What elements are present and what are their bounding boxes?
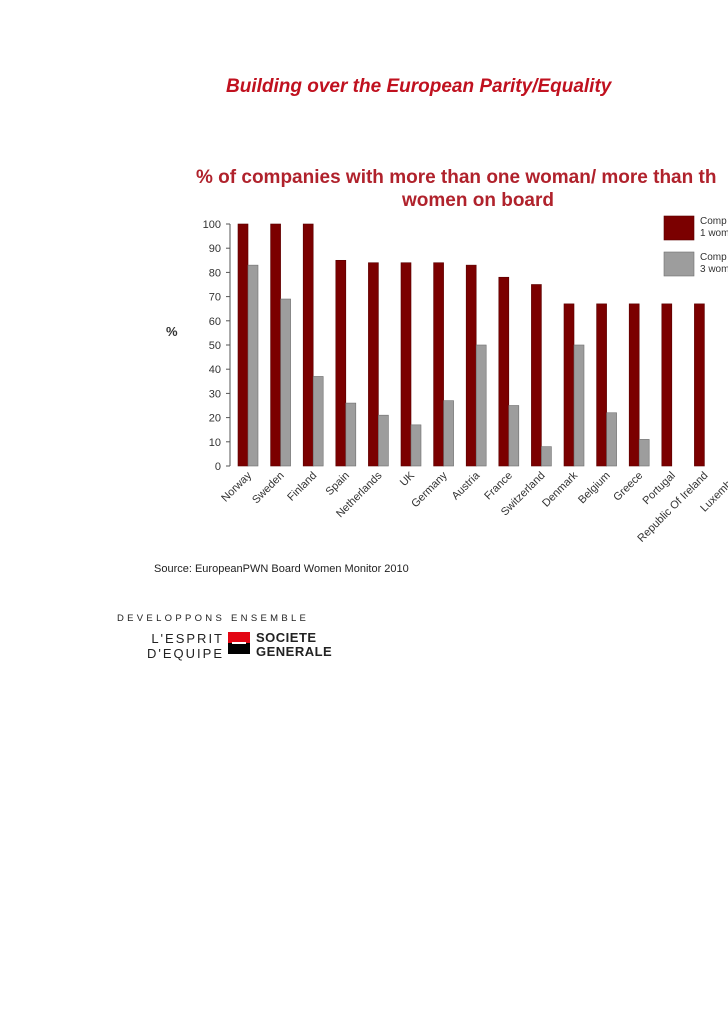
bar-series2-belgium <box>606 412 617 467</box>
bar-series2-switzerland <box>541 446 552 467</box>
x-tick-label: Finland <box>285 470 319 504</box>
esprit-line-1: L'ESPRIT <box>151 631 224 646</box>
bar-series2-greece <box>638 439 650 467</box>
y-tick-label: 90 <box>209 243 221 255</box>
x-tick-label: Norway <box>219 469 254 504</box>
bar-series1-netherlands <box>368 262 379 467</box>
esprit-text: L'ESPRIT D'EQUIPE <box>131 631 224 661</box>
bar-series1-norway <box>237 223 249 467</box>
bar-series2-germany <box>443 400 454 467</box>
bar-series2-netherlands <box>378 414 389 467</box>
bar-series2-denmark <box>573 344 585 467</box>
brand-line-1: SOCIETE <box>256 630 317 645</box>
bar-series2-norway <box>247 264 259 467</box>
brand-name: SOCIETE GENERALE <box>256 631 332 659</box>
y-axis-label: % <box>166 324 178 339</box>
x-tick-label: Denmark <box>540 469 580 509</box>
slide-title: Building over the European Parity/Equali… <box>226 76 612 97</box>
bar-series2-austria <box>475 344 487 467</box>
chart-title-line-2: women on board <box>401 190 554 211</box>
legend-label: Comp <box>700 216 727 227</box>
x-tick-label: Germany <box>409 469 450 510</box>
chart-title-line-1: % of companies with more than one woman/… <box>196 167 716 188</box>
x-tick-label: Spain <box>324 470 352 498</box>
bar-series2-sweden <box>280 298 291 467</box>
bar-series2-spain <box>345 402 357 467</box>
x-tick-label: UK <box>398 469 418 489</box>
bar-series2-finland <box>312 376 324 467</box>
y-tick-label: 100 <box>203 219 221 231</box>
source-note: Source: EuropeanPWN Board Women Monitor … <box>154 563 409 575</box>
y-tick-label: 70 <box>209 292 221 304</box>
x-tick-label: Austria <box>450 469 483 502</box>
bar-series1-spain <box>335 259 347 467</box>
legend-label: 1 wom <box>700 228 728 239</box>
bar-series2-uk <box>410 424 422 467</box>
esprit-line-2: D'EQUIPE <box>147 646 224 661</box>
bar-series1-finland <box>302 223 314 467</box>
bar-series1-republic-of-ireland <box>694 303 705 467</box>
bars-group <box>237 223 705 467</box>
bar-series1-denmark <box>563 303 575 467</box>
bar-series1-greece <box>628 303 640 467</box>
legend-label: 3 wom <box>700 264 728 275</box>
y-axis-ticks: 0 10 20 30 40 50 60 70 80 90 100 <box>203 219 230 473</box>
societe-generale-logo-icon <box>228 632 250 654</box>
bar-series1-germany <box>433 262 444 467</box>
y-tick-label: 60 <box>209 316 221 328</box>
y-tick-label: 80 <box>209 267 221 279</box>
bar-series1-france <box>498 276 510 467</box>
tagline: DEVELOPPONS ENSEMBLE <box>117 613 310 624</box>
legend-swatch <box>663 251 695 277</box>
brand-line-2: GENERALE <box>256 644 333 659</box>
legend-label: Comp <box>700 252 727 263</box>
legend-swatch <box>663 215 695 241</box>
bar-chart: % of companies with more than one woman/… <box>166 167 728 545</box>
bar-series1-austria <box>465 264 477 467</box>
y-tick-label: 20 <box>209 413 221 425</box>
bar-series2-france <box>508 405 520 467</box>
bar-series1-belgium <box>596 303 607 467</box>
bar-series1-portugal <box>661 303 673 467</box>
y-tick-label: 0 <box>215 461 221 473</box>
bar-series1-uk <box>400 262 412 467</box>
x-tick-label: Belgium <box>576 470 613 507</box>
y-tick-label: 50 <box>209 340 221 352</box>
y-tick-label: 10 <box>209 437 221 449</box>
bar-series1-sweden <box>270 223 281 467</box>
bar-series1-switzerland <box>531 284 542 467</box>
y-tick-label: 40 <box>209 364 221 376</box>
y-tick-label: 30 <box>209 388 221 400</box>
x-tick-label: Sweden <box>250 470 287 507</box>
